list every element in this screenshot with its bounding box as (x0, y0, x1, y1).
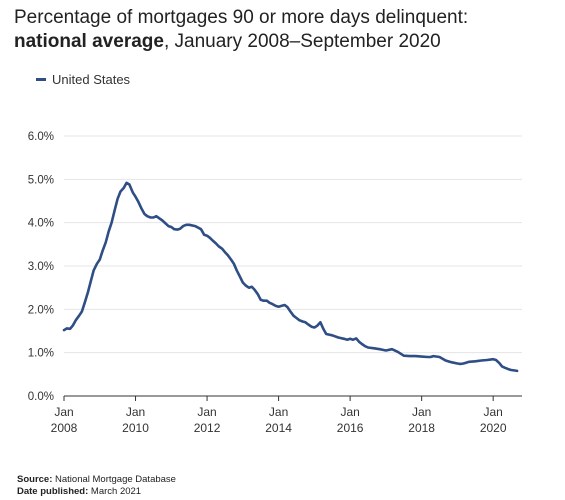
y-tick-label: 4.0% (28, 218, 54, 230)
title-line-2-rest: , January 2008–September 2020 (163, 31, 441, 52)
x-tick-label-month: Jan (483, 405, 502, 419)
x-tick-label-year: 2016 (337, 421, 364, 435)
y-tick-label: 3.0% (28, 261, 54, 273)
chart-title: Percentage of mortgages 90 or more days … (14, 6, 559, 54)
y-tick-label: 1.0% (28, 348, 54, 360)
date-label: Date published: (17, 486, 89, 497)
source-label: Source: (17, 474, 53, 485)
y-tick-label: 2.0% (28, 304, 54, 316)
x-tick-label-year: 2010 (122, 421, 149, 435)
series-line-united-states (62, 181, 519, 373)
line-chart: 0.0% 1.0% 2.0% 3.0% 4.0% 5.0% 6.0% Jan 2008 Jan 20… (28, 131, 522, 435)
date-line: Date published: March 2021 (17, 486, 176, 498)
y-tick-label: 6.0% (28, 131, 54, 143)
x-tick-label-month: Jan (340, 405, 359, 419)
x-tick-label-year: 2020 (480, 421, 507, 435)
legend-swatch (36, 78, 46, 81)
x-tick-label-month: Jan (197, 405, 216, 419)
x-tick-label-month: Jan (126, 405, 145, 419)
date-value: March 2021 (88, 486, 142, 497)
source-block: Source: National Mortgage Database Date … (17, 474, 176, 498)
x-tick-label-year: 2018 (408, 421, 435, 435)
x-tick-label-month: Jan (412, 405, 431, 419)
x-tick-label-month: Jan (54, 405, 73, 419)
title-line-2: national average, January 2008–September… (14, 30, 559, 54)
x-tick-label-year: 2012 (194, 421, 221, 435)
y-tick-label: 0.0% (28, 391, 54, 403)
title-line-1: Percentage of mortgages 90 or more days … (14, 7, 469, 28)
title-line-2-bold: national average (14, 31, 164, 52)
y-tick-label: 5.0% (28, 174, 54, 186)
x-tick-label-year: 2008 (51, 421, 78, 435)
legend: United States (36, 72, 130, 87)
x-tick-label-year: 2014 (265, 421, 292, 435)
source-value: National Mortgage Database (52, 474, 176, 485)
legend-label: United States (52, 72, 131, 87)
source-line: Source: National Mortgage Database (17, 474, 176, 486)
x-tick-label-month: Jan (269, 405, 288, 419)
